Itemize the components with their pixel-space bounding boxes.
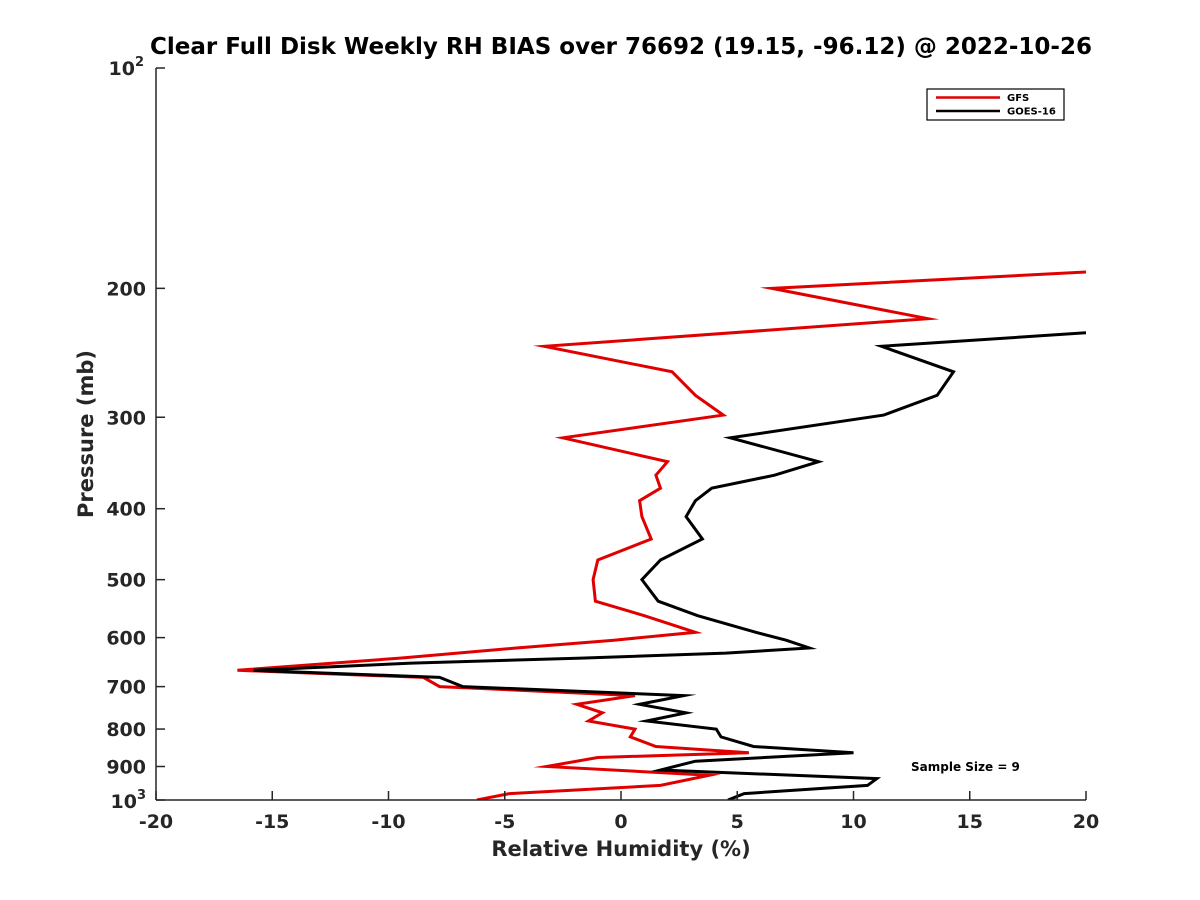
y-tick-label: 600 [106, 628, 146, 650]
x-tick-label: 5 [731, 811, 744, 833]
y-tick-label: 700 [106, 677, 146, 699]
y-tick-label-bottom-exp: 3 [137, 788, 146, 803]
y-tick-label-top-base: 10 [109, 58, 135, 80]
x-axis-label: Relative Humidity (%) [491, 837, 750, 861]
y-axis-label: Pressure (mb) [74, 350, 98, 518]
legend: GFS GOES-16 [926, 88, 1065, 121]
y-tick-label: 300 [106, 407, 146, 429]
x-ticks: -20 -15 -10 -5 0 5 10 15 20 [139, 791, 1099, 833]
x-tick-label: 15 [957, 811, 983, 833]
x-tick-label: 0 [614, 811, 627, 833]
y-ticks: 200 300 400 500 600 700 800 900 [106, 67, 165, 801]
y-tick-label: 900 [106, 757, 146, 779]
sample-size-annotation: Sample Size = 9 [911, 760, 1020, 774]
legend-box [926, 88, 1065, 121]
x-tick-label: 20 [1073, 811, 1099, 833]
x-tick-label: -10 [371, 811, 405, 833]
series-line-gfs [237, 270, 1086, 800]
y-tick-label-top: 102 [109, 55, 145, 80]
y-tick-label: 500 [106, 570, 146, 592]
legend-label-goes16: GOES-16 [1007, 107, 1056, 118]
series-layer [237, 270, 1086, 800]
series-line-goes-16 [253, 331, 1086, 800]
y-tick-label-top-exp: 2 [135, 55, 144, 70]
chart-title: Clear Full Disk Weekly RH BIAS over 7669… [150, 34, 1092, 60]
y-tick-label: 200 [106, 278, 146, 300]
legend-label-gfs: GFS [1007, 93, 1029, 104]
x-tick-label: 10 [840, 811, 866, 833]
x-tick-label: -20 [139, 811, 173, 833]
y-tick-label: 400 [106, 499, 146, 521]
x-tick-label: -15 [255, 811, 289, 833]
y-tick-label-bottom: 103 [111, 788, 147, 813]
x-tick-label: -5 [494, 811, 515, 833]
plot-area [156, 68, 1086, 800]
y-tick-label-bottom-base: 10 [111, 791, 137, 813]
y-tick-label: 800 [106, 719, 146, 741]
